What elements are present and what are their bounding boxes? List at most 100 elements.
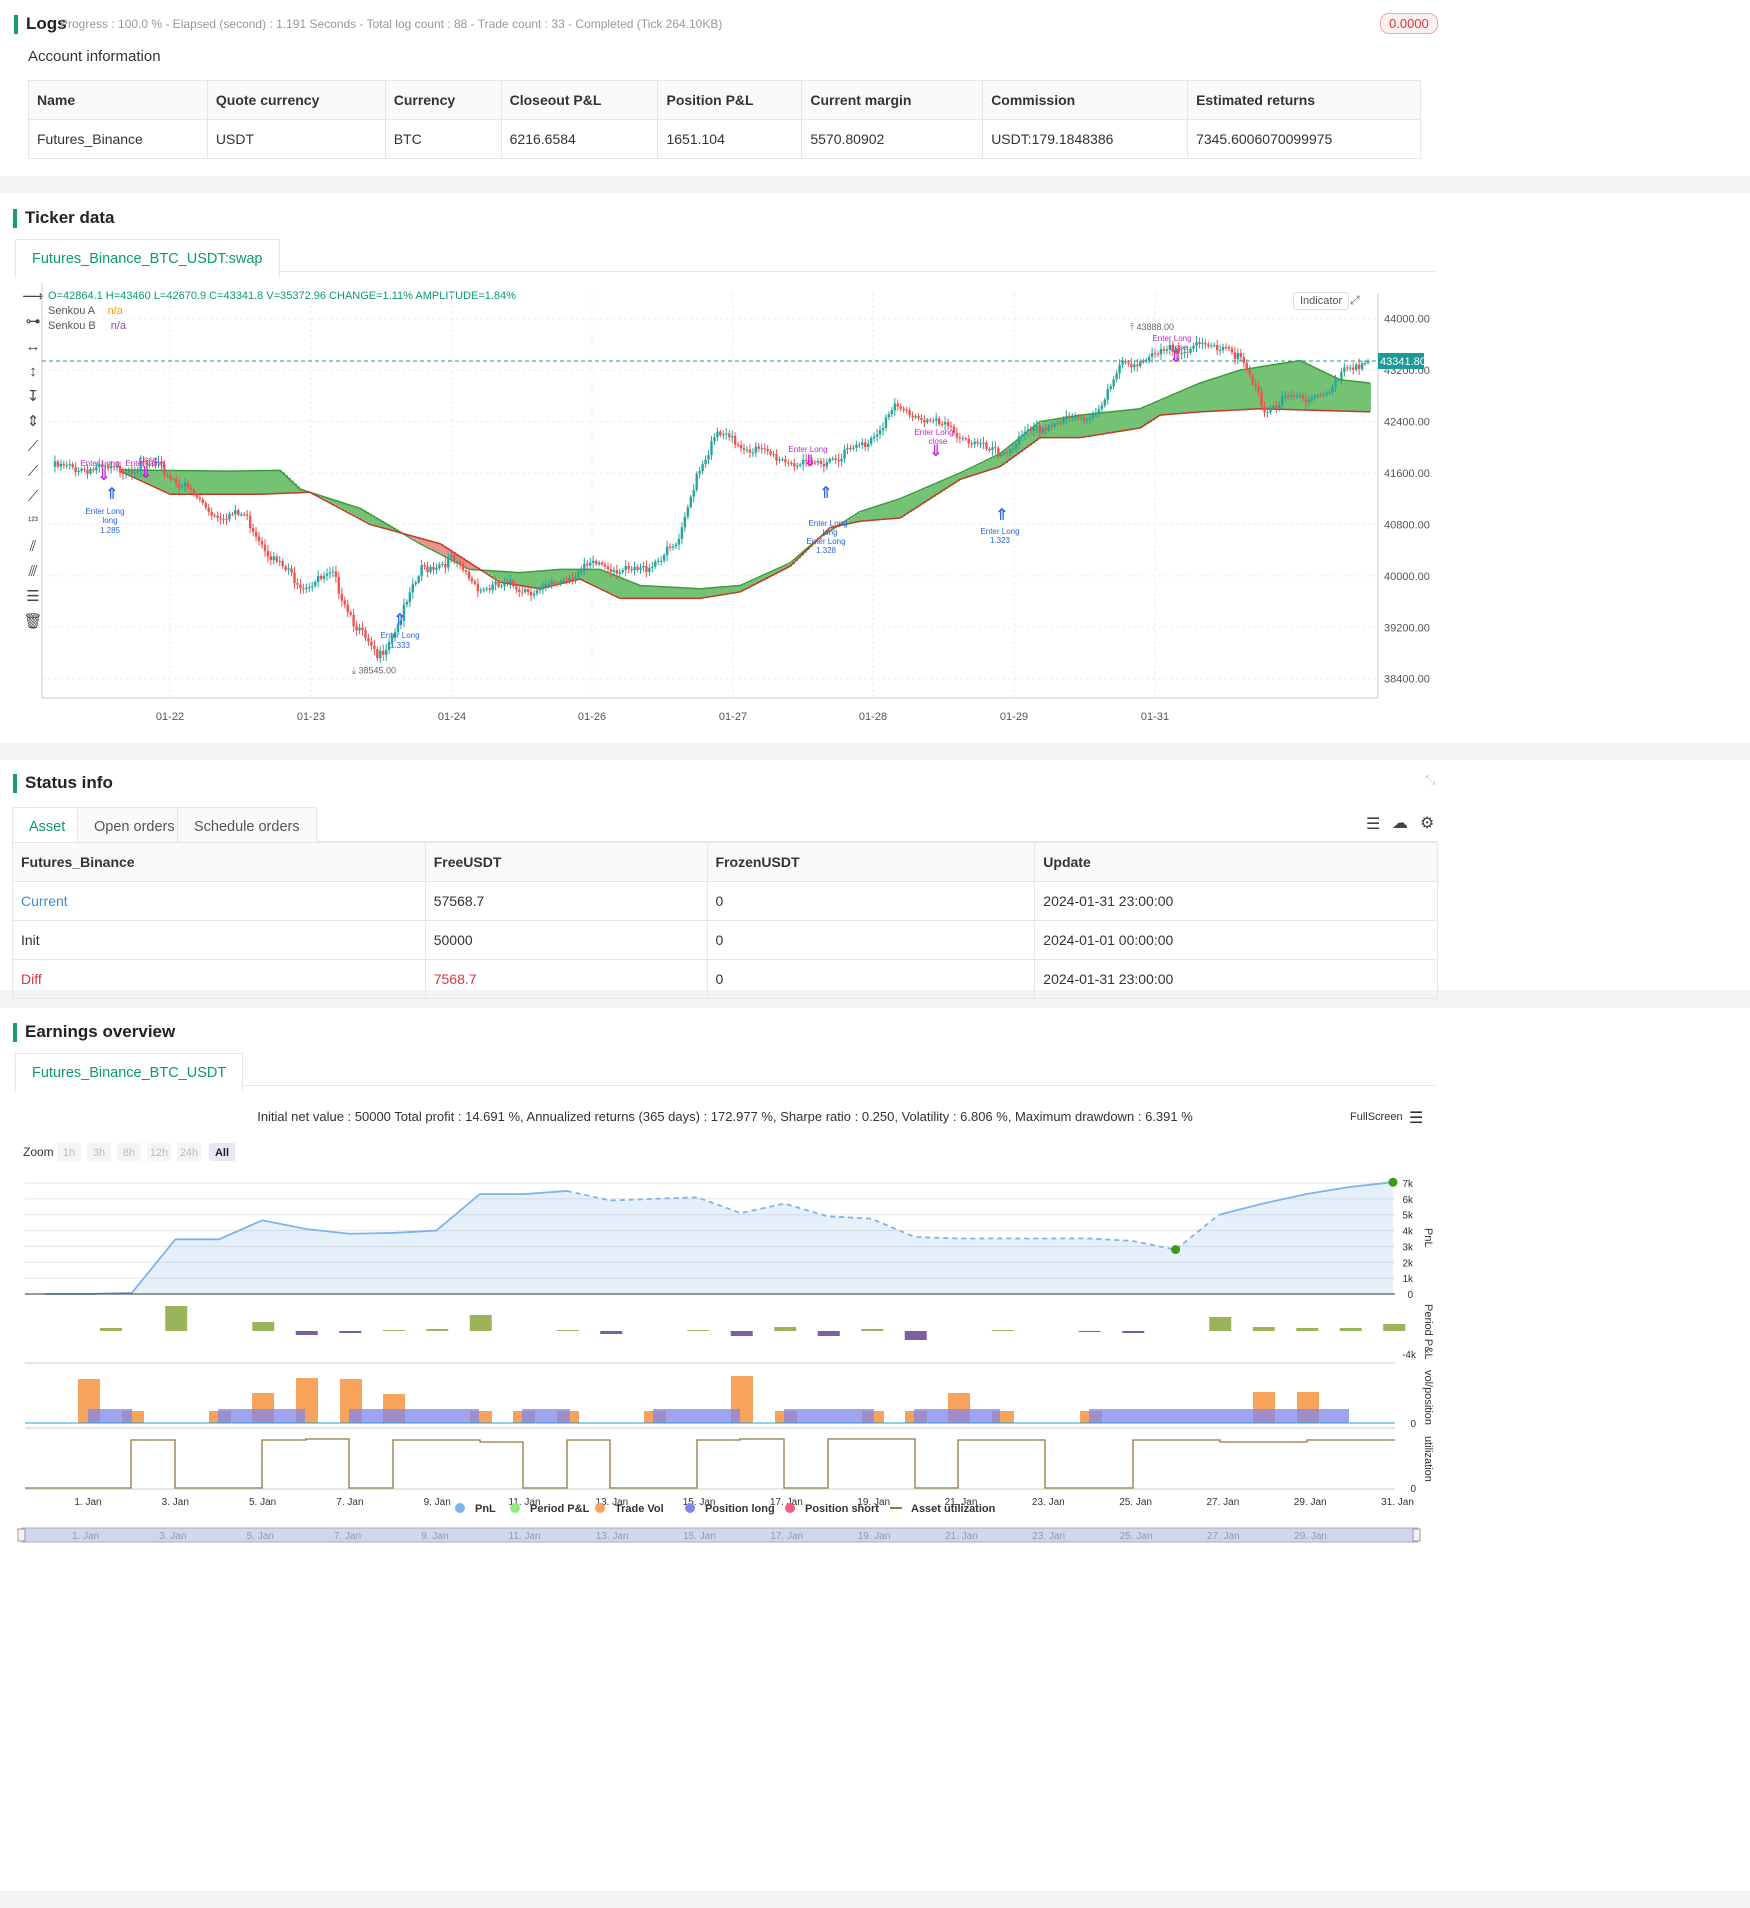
cloud-segment <box>960 473 963 480</box>
vertical-segment-tool-icon[interactable]: ⇕ <box>26 413 40 430</box>
navigator-tick-label: 25. Jan <box>1120 1531 1153 1542</box>
segment-tool-icon[interactable]: ⟋ <box>27 488 39 505</box>
asset-table: Futures_Binance FreeUSDT FrozenUSDT Update … <box>12 842 1438 999</box>
ray-tool-icon[interactable]: ⟋ <box>27 463 39 480</box>
tab-open-orders[interactable]: Open orders <box>77 807 192 846</box>
asset-cell: 50000 <box>424 920 708 960</box>
horizontal-line-tool-icon[interactable]: ⟶ <box>22 288 44 305</box>
cloud-segment <box>1149 404 1152 423</box>
candle-body <box>352 614 355 627</box>
x-tick-label: 01-22 <box>156 711 184 723</box>
legend-dot-icon <box>455 1503 465 1513</box>
cloud-segment <box>588 569 591 583</box>
legend-senkou-a-value: n/a <box>107 305 123 317</box>
cloud-segment <box>1362 382 1365 412</box>
cloud-segment <box>846 520 849 525</box>
tab-ticker-symbol[interactable]: Futures_Binance_BTC_USDT:swap <box>15 239 280 278</box>
tab-asset[interactable]: Asset <box>12 807 83 846</box>
candle-body <box>1082 417 1086 421</box>
hamburger-menu-icon[interactable]: ☰ <box>1409 1110 1424 1127</box>
vertical-line-tool-icon[interactable]: ↕ <box>29 363 37 380</box>
cloud-segment <box>1296 361 1299 410</box>
tab-earnings-symbol[interactable]: Futures_Binance_BTC_USDT <box>15 1053 244 1092</box>
cloud-segment <box>1197 384 1200 413</box>
candle-body <box>577 572 580 577</box>
candle-body <box>1281 396 1284 405</box>
zoom-button[interactable] <box>147 1143 171 1161</box>
indicator-button[interactable]: Indicator <box>1293 292 1350 310</box>
x-tick-label: 1. Jan <box>74 1497 101 1508</box>
cloud-segment <box>594 569 597 586</box>
candle-body <box>68 464 71 466</box>
candle-body <box>775 453 778 461</box>
settings-gear-icon[interactable]: ⚙ <box>1420 815 1435 832</box>
candle-body <box>798 464 802 466</box>
cloud-segment <box>651 586 654 599</box>
zoom-button[interactable] <box>177 1143 201 1161</box>
cloud-segment <box>1293 361 1296 410</box>
candle-body <box>793 463 796 467</box>
cloud-segment <box>1101 412 1104 435</box>
candle-body <box>568 577 571 581</box>
cloud-segment <box>615 575 618 596</box>
cloud-segment <box>1170 395 1173 415</box>
cloud-segment <box>633 582 636 599</box>
price-label-tool-icon[interactable]: ¹²³ <box>28 516 38 527</box>
extended-line-tool-icon[interactable]: ↔ <box>25 338 41 355</box>
cloud-segment <box>183 470 186 495</box>
list-icon[interactable]: ☰ <box>1366 816 1381 833</box>
fullscreen-icon[interactable]: ⤢ <box>1350 293 1360 307</box>
legend-dot-icon <box>595 1503 605 1513</box>
parallel-channel-tool-icon[interactable]: ⫽ <box>29 538 37 555</box>
x-tick-label: 01-28 <box>859 711 887 723</box>
cloud-segment <box>168 470 171 494</box>
cloud-segment <box>1011 444 1014 459</box>
candle-body <box>736 444 740 446</box>
candle-body <box>269 556 273 560</box>
legend-senkou-b-value: n/a <box>110 320 127 332</box>
candle-body <box>541 586 545 590</box>
candle-body <box>216 515 219 518</box>
earnings-chart[interactable]: Zoom 1h 3h 8h 12h 24h All 7k 6k 5k 4k 3k 2k 1k 0 PnL -4k… <box>0 1128 1450 1908</box>
vertical-ray-tool-icon[interactable]: ↧ <box>26 388 40 405</box>
candle-body <box>961 438 965 440</box>
cloud-segment <box>366 511 369 523</box>
zoom-button[interactable] <box>87 1143 111 1161</box>
account-header: Closeout P&L <box>500 80 659 120</box>
cloud-segment <box>882 504 885 520</box>
trend-line-tool-icon[interactable]: ⟋ <box>27 438 39 455</box>
candle-body <box>1242 357 1245 363</box>
candle-body <box>319 575 323 579</box>
candle-body <box>1207 344 1210 346</box>
candlestick-chart[interactable]: 44000.0043200.0042400.0041600.0040800.00… <box>0 268 1430 738</box>
candle-body <box>1204 342 1207 345</box>
candle-body <box>813 462 817 464</box>
candle-body <box>772 453 775 455</box>
candle-body <box>1331 386 1334 393</box>
asset-cell: 7568.7 <box>424 959 708 999</box>
candle-body <box>940 423 944 425</box>
candle-body <box>305 587 308 590</box>
tab-schedule-orders[interactable]: Schedule orders <box>177 807 317 846</box>
candle-body <box>648 567 651 573</box>
collapse-icon[interactable]: ⤡ <box>1425 772 1436 787</box>
candle-body <box>183 482 187 487</box>
cloud-segment <box>201 470 204 495</box>
cloud-download-icon[interactable]: ☁ <box>1392 815 1408 832</box>
zoom-button[interactable] <box>57 1143 81 1161</box>
candle-body <box>615 570 619 574</box>
fib-retracement-tool-icon[interactable]: ☰ <box>26 588 40 605</box>
navigator-tick-label: 21. Jan <box>945 1531 978 1542</box>
cloud-segment <box>1080 415 1083 438</box>
cloud-segment <box>1251 368 1254 410</box>
horizontal-ray-tool-icon[interactable]: ⊶ <box>25 313 41 330</box>
fullscreen-button[interactable]: FullScreen <box>1350 1111 1403 1123</box>
zoom-button[interactable] <box>117 1143 141 1161</box>
zoom-button[interactable] <box>209 1143 235 1161</box>
asset-cell: 2024-01-31 23:00:00 <box>1034 959 1438 999</box>
cloud-segment <box>873 507 876 521</box>
trash-icon[interactable]: 🗑 <box>23 613 43 630</box>
pitchfork-tool-icon[interactable]: ⫻ <box>28 563 38 580</box>
navigator-tick-label: 29. Jan <box>1294 1531 1327 1542</box>
status-panel: Status info ⤡ Asset Open orders Schedule… <box>0 760 1750 999</box>
